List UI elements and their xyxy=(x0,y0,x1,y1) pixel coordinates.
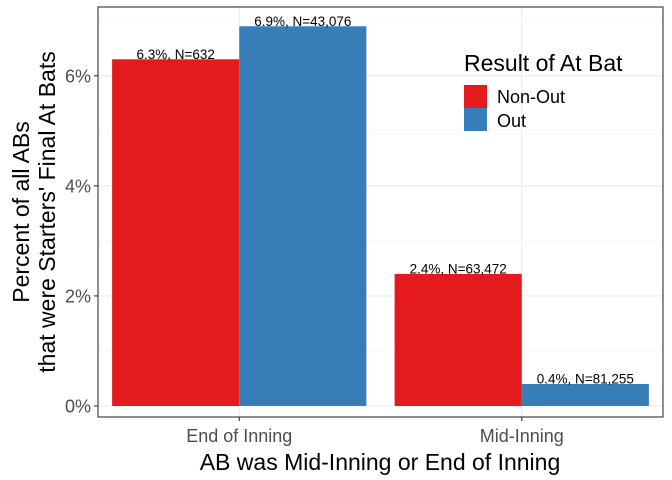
x-tick-label: End of Inning xyxy=(186,426,292,446)
y-axis-title-line-2: that were Starters' Final At Bats xyxy=(34,51,60,372)
legend-swatch-out xyxy=(464,108,487,131)
legend: Result of At Bat Non-Out Out xyxy=(464,50,623,131)
bar-out-1 xyxy=(521,383,649,406)
y-tick-label: 2% xyxy=(65,286,91,306)
bar-non-out-0 xyxy=(112,59,240,406)
legend-label-non-out: Non-Out xyxy=(497,87,565,107)
legend-swatch-non-out xyxy=(464,85,487,108)
x-axis: End of Inning Mid-Inning xyxy=(186,417,564,446)
y-axis-title: Percent of all ABs that were Starters' F… xyxy=(8,51,60,372)
y-axis: 0% 2% 4% 6% xyxy=(65,66,98,416)
legend-label-out: Out xyxy=(497,111,526,131)
y-tick-label: 4% xyxy=(65,176,91,196)
legend-title: Result of At Bat xyxy=(464,50,623,76)
x-axis-title: AB was Mid-Inning or End of Inning xyxy=(200,449,561,475)
plot-border xyxy=(97,6,664,418)
y-tick-label: 6% xyxy=(65,66,91,86)
bar-out-0 xyxy=(239,26,367,406)
bar-data-label: 6.9%, N=43,076 xyxy=(254,14,351,29)
bar-non-out-1 xyxy=(394,273,522,406)
bar-labels: 6.3%, N=632 6.9%, N=43,076 2.4%, N=63,472 0… xyxy=(136,14,633,387)
bars xyxy=(112,26,649,406)
bar-data-label: 0.4%, N=81,255 xyxy=(537,371,634,386)
y-axis-title-line-1: Percent of all ABs xyxy=(8,121,34,303)
bar-data-label: 2.4%, N=63,472 xyxy=(410,261,507,276)
y-tick-label: 0% xyxy=(65,396,91,416)
x-tick-label: Mid-Inning xyxy=(480,426,564,446)
bar-data-label: 6.3%, N=632 xyxy=(136,47,214,62)
